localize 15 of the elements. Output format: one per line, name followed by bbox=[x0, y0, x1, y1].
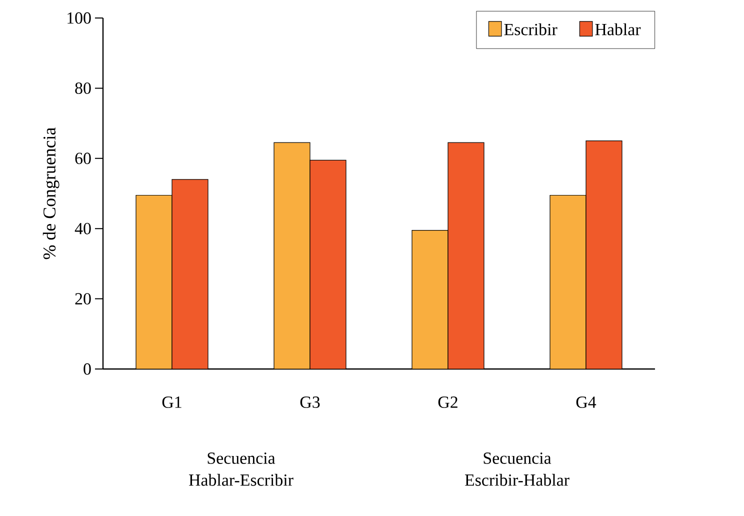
text: Secuencia Hablar-Escribir bbox=[188, 452, 294, 486]
x-tick-label: G4 bbox=[576, 396, 596, 408]
y-axis-title: % de Congruencia bbox=[42, 128, 60, 260]
y-tick-label: 100 bbox=[68, 12, 91, 24]
x-tick-label: G2 bbox=[438, 396, 458, 408]
y-tick-label: 60 bbox=[75, 152, 91, 164]
y-tick-label: 20 bbox=[75, 293, 91, 305]
y-tick-label: 80 bbox=[75, 82, 91, 94]
text: Secuencia Escribir-Hablar bbox=[464, 452, 570, 486]
legend-label: Hablar bbox=[595, 23, 641, 36]
x-tick-label: G1 bbox=[162, 396, 182, 408]
y-tick-label: 0 bbox=[84, 363, 91, 375]
x-tick-label: G3 bbox=[300, 396, 320, 408]
legend-label: Escribir bbox=[504, 23, 558, 36]
y-tick-label: 40 bbox=[74, 222, 91, 234]
